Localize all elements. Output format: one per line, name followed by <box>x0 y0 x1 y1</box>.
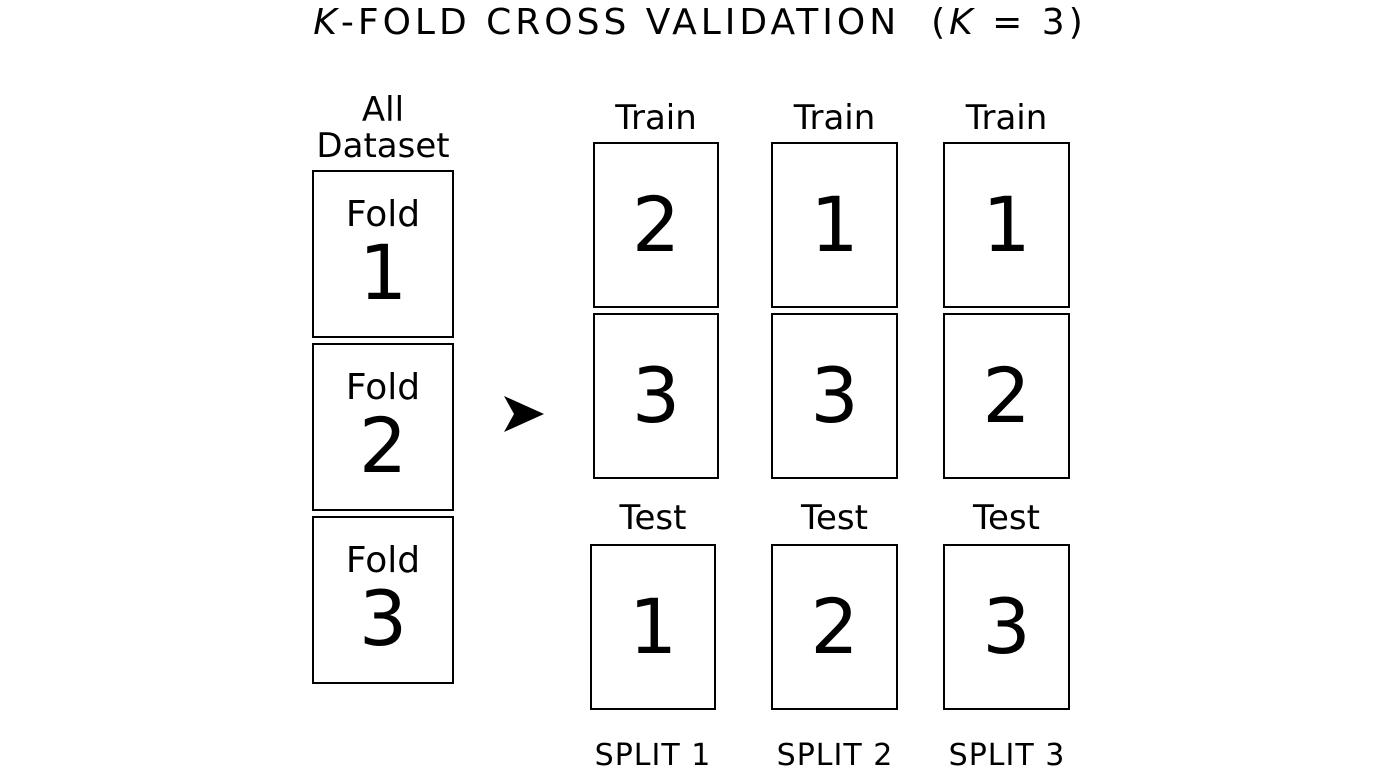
train-fold-number: 2 <box>982 351 1031 440</box>
fold-box-1: Fold 1 <box>312 170 454 338</box>
train-fold-number: 1 <box>810 180 859 269</box>
train-box-split-1-b: 3 <box>593 313 719 479</box>
split-label-1: SPLIT 1 <box>594 738 712 773</box>
train-label-split-3: Train <box>965 98 1048 138</box>
test-label-split-2: Test <box>801 498 868 538</box>
test-fold-number: 1 <box>628 582 678 671</box>
test-fold-number: 3 <box>982 582 1031 671</box>
test-label-split-3: Test <box>973 498 1040 538</box>
test-box-split-3: 3 <box>943 544 1070 710</box>
fold-number: 1 <box>358 228 408 317</box>
train-box-split-2-a: 1 <box>771 142 898 308</box>
train-label-split-2: Train <box>793 98 876 138</box>
title-k2: K <box>949 2 977 43</box>
diagram-title: K-FOLD CROSS VALIDATION (K = 3) <box>0 2 1400 43</box>
fold-number: 2 <box>358 401 408 490</box>
train-fold-number: 1 <box>982 180 1031 269</box>
fold-word: Fold <box>345 367 421 408</box>
train-box-split-1-a: 2 <box>593 142 719 308</box>
fold-number: 3 <box>358 574 408 663</box>
train-fold-number: 3 <box>810 351 859 440</box>
test-box-split-1: 1 <box>590 544 716 710</box>
split-label-2: SPLIT 2 <box>776 738 894 773</box>
fold-box-3: Fold 3 <box>312 516 454 684</box>
train-fold-number: 3 <box>631 351 681 440</box>
title-k: K <box>313 2 341 43</box>
fold-word: Fold <box>345 540 421 581</box>
train-box-split-2-b: 3 <box>771 313 898 479</box>
split-label-3: SPLIT 3 <box>948 738 1066 773</box>
test-box-split-2: 2 <box>771 544 898 710</box>
fold-word: Fold <box>345 194 421 235</box>
title-end: = 3) <box>976 2 1087 43</box>
train-fold-number: 2 <box>631 180 681 269</box>
test-fold-number: 2 <box>810 582 859 671</box>
train-box-split-3-b: 2 <box>943 313 1070 479</box>
right-arrowhead-icon <box>504 396 544 432</box>
train-box-split-3-a: 1 <box>943 142 1070 308</box>
test-label-split-1: Test <box>619 498 687 538</box>
fold-box-2: Fold 2 <box>312 343 454 511</box>
all-dataset-label: All Dataset <box>316 90 450 166</box>
train-label-split-1: Train <box>615 98 697 138</box>
title-main: -FOLD CROSS VALIDATION ( <box>340 2 950 43</box>
